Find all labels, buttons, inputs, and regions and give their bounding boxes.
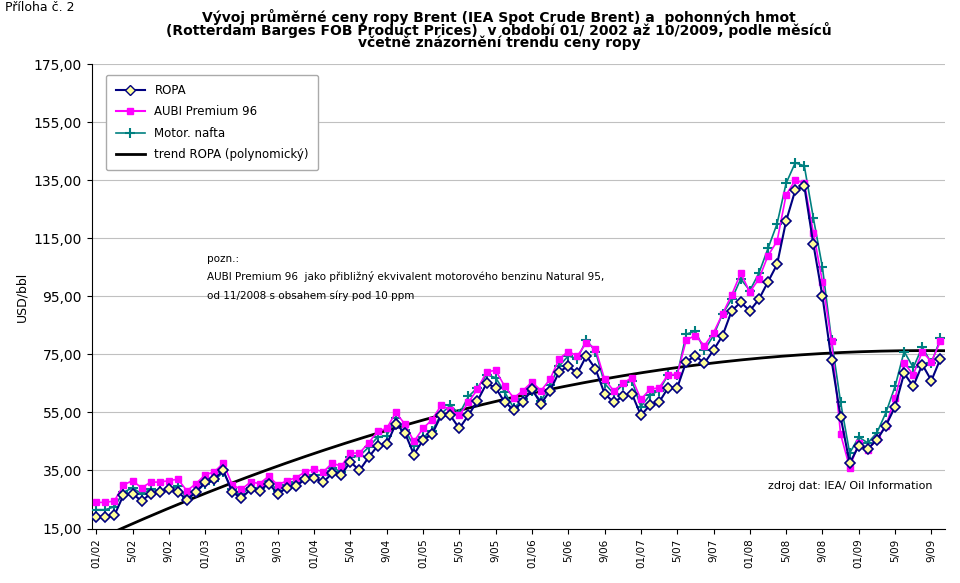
Text: od 11/2008 s obsahem síry pod 10 ppm: od 11/2008 s obsahem síry pod 10 ppm [206, 290, 414, 301]
Y-axis label: USD/bbl: USD/bbl [15, 271, 28, 321]
Text: pozn.:: pozn.: [206, 254, 239, 264]
Text: Příloha č. 2: Příloha č. 2 [5, 1, 74, 14]
Text: Vývoj průměrné ceny ropy Brent (IEA Spot Crude Brent) a  pohonných hmot: Vývoj průměrné ceny ropy Brent (IEA Spot… [203, 9, 796, 24]
Legend: ROPA, AUBI Premium 96, Motor. nafta, trend ROPA (polynomický): ROPA, AUBI Premium 96, Motor. nafta, tre… [107, 75, 319, 170]
Text: AUBI Premium 96  jako přibližný ekvivalent motorového benzinu Natural 95,: AUBI Premium 96 jako přibližný ekvivalen… [206, 271, 604, 282]
Text: včetně znázornění trendu ceny ropy: včetně znázornění trendu ceny ropy [358, 36, 640, 50]
Text: (Rotterdam Barges FOB Product Prices)  v období 01/ 2002 až 10/2009, podle měsíc: (Rotterdam Barges FOB Product Prices) v … [166, 22, 832, 38]
Text: zdroj dat: IEA/ Oil Information: zdroj dat: IEA/ Oil Information [768, 482, 932, 491]
